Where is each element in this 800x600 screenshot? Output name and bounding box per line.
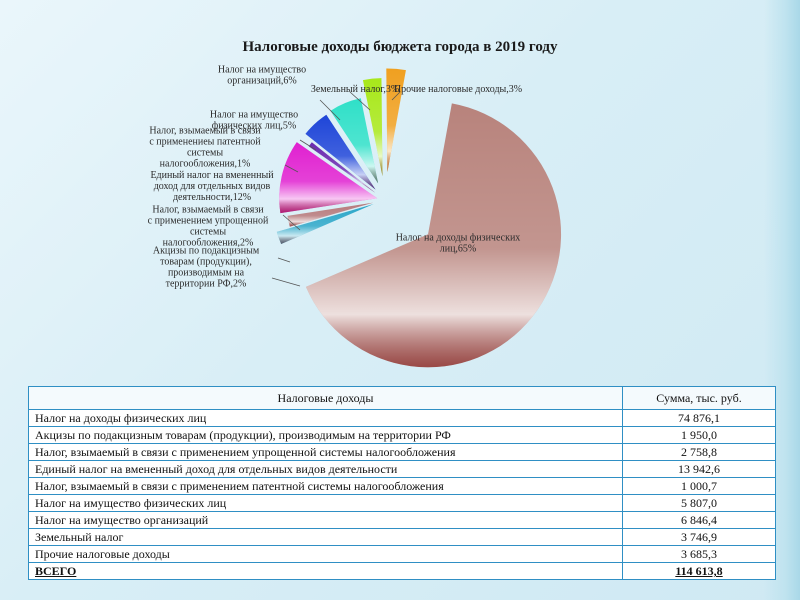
slice-label: Налог, взымаемый в связи с применениеы па… (149, 126, 261, 170)
pie-slice-shading (362, 78, 383, 177)
pie-slice-shading (305, 103, 562, 368)
pie-slice-shading (279, 142, 378, 214)
row-amount: 6 846,4 (622, 511, 776, 529)
table-row: Налог, взымаемый в связи с применением у… (28, 443, 776, 461)
slice-label: Акцизы по подакцизным товарам (продукции)… (153, 246, 260, 290)
table-row: Налог на имущество физических лиц 5 807,0 (28, 494, 776, 512)
pie-chart: Налог на доходы физических лиц,65% Акцизы … (148, 65, 562, 368)
row-amount: 1 950,0 (622, 426, 776, 444)
row-amount: 13 942,6 (622, 460, 776, 478)
row-amount: 2 758,8 (622, 443, 776, 461)
slice-label: Единый налог на вмененный доход для отдел… (150, 170, 274, 203)
total-amount: 114 613,8 (622, 562, 776, 580)
slice-leader-line (349, 91, 371, 111)
row-amount: 5 807,0 (622, 494, 776, 512)
chart-title: Налоговые доходы бюджета города в 2019 г… (242, 39, 558, 55)
slice-label: Налог на имущество физических лиц,5% (210, 110, 298, 132)
slice-leader-line (277, 257, 291, 263)
slice-label: Налог на имущество организаций,6% (218, 65, 306, 87)
slice-leader-line (319, 99, 341, 121)
row-name: Налог, взымаемый в связи с применением п… (28, 477, 623, 495)
total-label: ВСЕГО (28, 562, 623, 580)
slice-label: Налог, взымаемый в связи с применением уп… (148, 205, 269, 249)
slice-leader-line (282, 214, 301, 231)
table-row: Налог на доходы физических лиц 74 876,1 (28, 409, 776, 427)
row-name: Акцизы по подакцизным товарам (продукции… (28, 426, 623, 444)
row-name: Налог на доходы физических лиц (28, 409, 623, 427)
row-name: Земельный налог (28, 528, 623, 546)
slice-label: Земельный налог,3% (311, 84, 399, 95)
row-amount: 74 876,1 (622, 409, 776, 427)
table-row: Налог, взымаемый в связи с применением п… (28, 477, 776, 495)
tax-income-table: Налоговые доходы Сумма, тыс. руб. Налог … (28, 386, 776, 580)
table-row: Акцизы по подакцизным товарам (продукции… (28, 426, 776, 444)
row-amount: 3 746,9 (622, 528, 776, 546)
row-name: Налог на имущество организаций (28, 511, 623, 529)
table-row: Прочие налоговые доходы 3 685,3 (28, 545, 776, 563)
row-amount: 1 000,7 (622, 477, 776, 495)
pie-slice-shading (305, 114, 376, 190)
slice-leader-line (299, 139, 317, 151)
table-row: Земельный налог 3 746,9 (28, 528, 776, 546)
slice-label: Прочие налоговые доходы,3% (394, 84, 522, 95)
table-header-row: Налоговые доходы Сумма, тыс. руб. (28, 386, 776, 410)
column-header-amount: Сумма, тыс. руб. (622, 386, 776, 410)
row-name: Единый налог на вмененный доход для отде… (28, 460, 623, 478)
column-header-tax: Налоговые доходы (28, 386, 623, 410)
row-name: Налог на имущество физических лиц (28, 494, 623, 512)
pie-slice-shading (386, 68, 406, 173)
pie-slice-shading (287, 202, 374, 227)
table-row: Единый налог на вмененный доход для отде… (28, 460, 776, 478)
slice-leader-line (391, 91, 401, 101)
row-name: Налог, взымаемый в связи с применением у… (28, 443, 623, 461)
slice-leader-line (271, 277, 301, 287)
slice-label: Налог на доходы физических лиц,65% (396, 233, 521, 255)
pie-slice-shading (276, 204, 374, 244)
table-row: Налог на имущество организаций 6 846,4 (28, 511, 776, 529)
table-total-row: ВСЕГО 114 613,8 (28, 562, 776, 580)
pie-slice-shading (330, 98, 379, 184)
slice-leader-line (284, 164, 299, 173)
row-amount: 3 685,3 (622, 545, 776, 563)
pie-slice-shading (308, 142, 376, 193)
row-name: Прочие налоговые доходы (28, 545, 623, 563)
